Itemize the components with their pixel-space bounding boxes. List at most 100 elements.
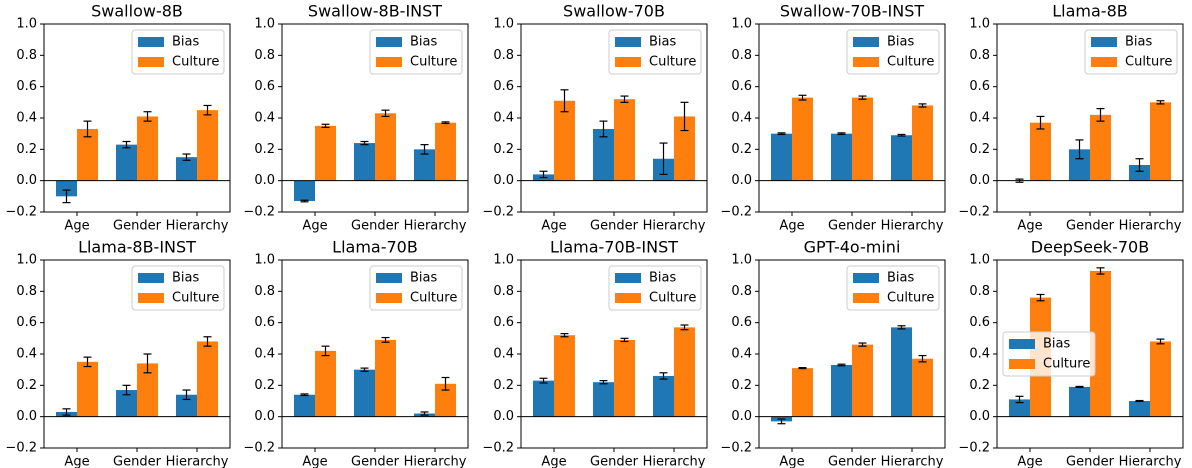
bar — [1090, 114, 1111, 181]
bar — [831, 133, 852, 181]
legend-swatch — [1091, 37, 1117, 47]
legend-swatch — [853, 57, 879, 67]
x-tick-label: Gender — [351, 219, 400, 234]
error-bar — [659, 142, 668, 175]
legend-swatch — [138, 37, 164, 47]
x-tick-label: Hierarchy — [404, 455, 467, 468]
error-bar — [837, 132, 846, 136]
x-tick-label: Gender — [113, 219, 162, 234]
y-tick-label: 1.0 — [16, 17, 37, 32]
error-bar — [777, 418, 786, 425]
y-tick-label: −0.2 — [482, 441, 514, 456]
bar — [1030, 122, 1051, 181]
error-bar — [420, 411, 429, 416]
bar — [197, 341, 218, 417]
legend: Bias Culture — [1002, 331, 1096, 377]
legend-label: Bias — [887, 271, 914, 286]
bar — [435, 122, 456, 181]
x-tick-label: Age — [64, 455, 89, 468]
error-bar — [1156, 100, 1165, 105]
bar — [674, 327, 695, 417]
error-bar — [321, 345, 330, 357]
legend-swatch — [376, 293, 402, 303]
subplot: Swallow-70B-INST Age Gender Hierarchy −0.2 0.… — [720, 2, 946, 234]
bar — [912, 105, 933, 181]
legend: Bias Culture — [131, 29, 225, 75]
bar — [674, 116, 695, 181]
legend-label: Bias — [410, 35, 437, 50]
error-bar — [560, 89, 569, 113]
y-tick-label: 0.2 — [969, 378, 990, 393]
y-tick-label: 0.6 — [969, 315, 990, 330]
legend-label: Bias — [887, 35, 914, 50]
bar — [56, 180, 77, 197]
x-tick-label: Hierarchy — [1119, 219, 1182, 234]
y-tick-label: 0.6 — [493, 79, 514, 94]
y-tick-label: 1.0 — [254, 253, 275, 268]
bar — [554, 100, 575, 181]
error-bar — [560, 333, 569, 338]
chart-title: Llama-8B-INST — [78, 238, 196, 257]
error-bar — [539, 377, 548, 384]
bar — [137, 363, 158, 417]
error-bar — [897, 325, 906, 330]
legend: Bias Culture — [846, 265, 940, 311]
legend: Bias Culture — [1084, 29, 1178, 75]
y-tick-label: 0.6 — [731, 79, 752, 94]
x-tick-label: Gender — [113, 455, 162, 468]
y-tick-label: 0.8 — [969, 48, 990, 63]
y-tick-label: 1.0 — [731, 17, 752, 32]
error-bar — [1015, 395, 1024, 404]
y-tick-label: 0.2 — [254, 142, 275, 157]
bar — [1009, 399, 1030, 417]
legend-label: Bias — [1125, 35, 1152, 50]
y-tick-label: 0.4 — [969, 347, 990, 362]
bar — [831, 364, 852, 417]
error-bar — [1096, 107, 1105, 122]
x-tick-label: Age — [302, 219, 327, 234]
bar — [116, 144, 137, 181]
y-tick-label: 0.2 — [493, 142, 514, 157]
legend-label: Culture — [1043, 357, 1090, 372]
error-bar — [143, 111, 152, 122]
x-tick-label: Age — [779, 455, 804, 468]
error-bar — [798, 367, 807, 370]
error-bar — [321, 123, 330, 129]
axes-frame — [43, 259, 231, 449]
axes-frame — [520, 23, 708, 213]
error-bar — [300, 199, 309, 203]
x-tick-label: Gender — [590, 219, 639, 234]
error-bar — [897, 133, 906, 137]
legend-label: Bias — [172, 35, 199, 50]
y-tick-label: 1.0 — [254, 17, 275, 32]
error-bar — [62, 189, 71, 204]
chart-title: Swallow-70B — [563, 2, 665, 21]
x-tick-label: Hierarchy — [643, 455, 706, 468]
bar — [294, 180, 315, 202]
bar — [593, 128, 614, 181]
y-tick-label: 1.0 — [731, 253, 752, 268]
legend-label: Culture — [649, 55, 696, 70]
bar — [792, 368, 813, 417]
chart-title: Swallow-70B-INST — [780, 2, 925, 21]
bar — [1129, 165, 1150, 181]
legend-label: Culture — [887, 55, 934, 70]
chart-title: GPT-4o-mini — [804, 238, 901, 257]
x-tick-label: Age — [779, 219, 804, 234]
legend-swatch — [615, 293, 641, 303]
y-tick-label: 0.8 — [731, 48, 752, 63]
bar — [593, 382, 614, 417]
y-tick-label: 0.0 — [493, 409, 514, 424]
y-tick-label: 0.8 — [969, 284, 990, 299]
bar — [1069, 149, 1090, 181]
x-tick-label: Hierarchy — [166, 219, 229, 234]
legend: Bias Culture — [369, 29, 463, 75]
bar — [1150, 341, 1171, 417]
error-bar — [1096, 267, 1105, 275]
y-tick-label: 0.2 — [731, 378, 752, 393]
axes-frame — [43, 23, 231, 213]
y-tick-label: 0.6 — [254, 315, 275, 330]
bar — [554, 335, 575, 417]
error-bar — [620, 95, 629, 103]
y-tick-label: −0.2 — [243, 441, 275, 456]
